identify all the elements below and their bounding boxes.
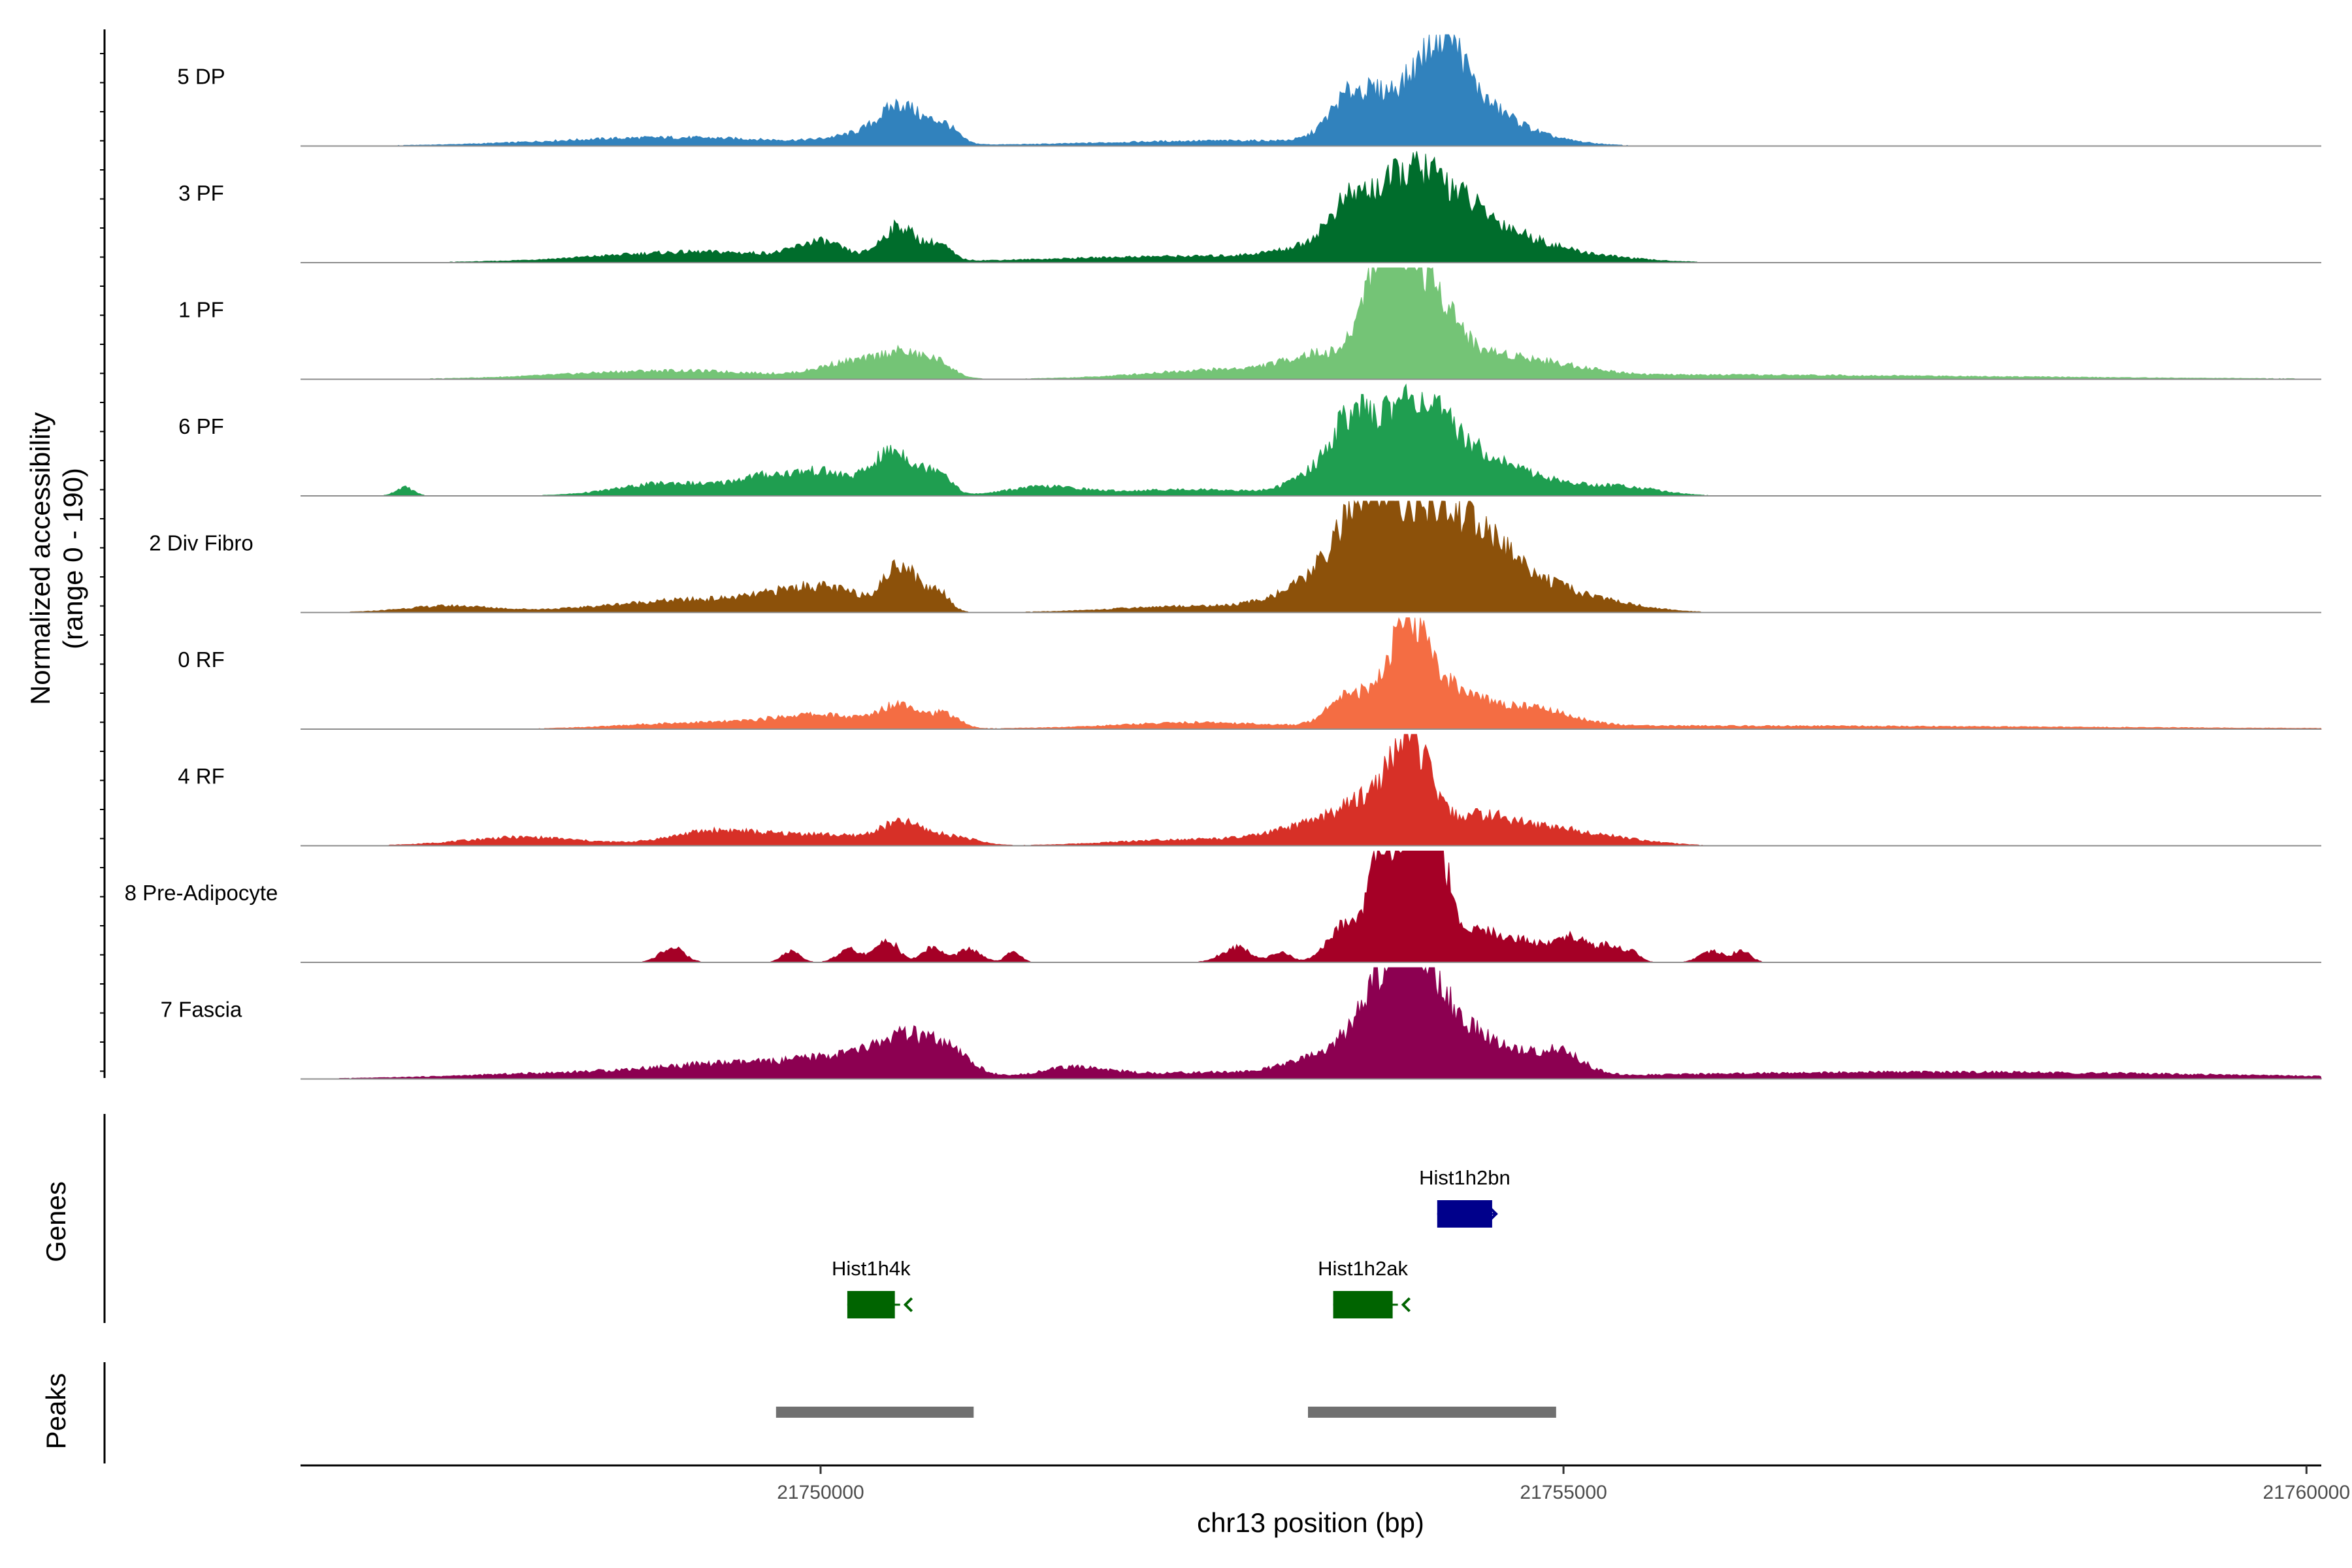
peaks-track-title: Peaks <box>41 1373 71 1450</box>
track-label: 8 Pre-Adipocyte <box>125 881 278 905</box>
coverage-area <box>301 617 2322 730</box>
track-label: 5 DP <box>177 65 225 89</box>
y-axis-title: Normalized accessibility (range 0 - 190) <box>25 412 88 705</box>
coverage-area <box>301 734 2321 847</box>
coverage-tracks: 5 DP 3 PF 1 PF 6 PF 2 Div Fibro 0 RF 4 RF 8 Pre… <box>125 34 2322 1080</box>
track-label: 1 PF <box>178 298 224 322</box>
track-4-rf: 4 RF <box>178 734 2321 847</box>
coverage-area <box>301 851 2321 963</box>
genes-track-label: Genes <box>41 1181 71 1262</box>
track-7-fascia: 7 Fascia <box>161 966 2322 1080</box>
track-3-pf: 3 PF <box>178 151 2321 263</box>
coverage-area <box>301 966 2322 1080</box>
gene-label: Hist1h2bn <box>1419 1166 1511 1189</box>
peak-region <box>1308 1407 1556 1418</box>
x-tick-label: 21755000 <box>1520 1482 1607 1503</box>
track-label: 2 Div Fibro <box>149 531 253 555</box>
genes-track: Hist1h2bn Hist1h4k Hist1h2ak <box>832 1166 1511 1318</box>
track-0-rf: 0 RF <box>178 617 2322 730</box>
y-axis-ticks <box>100 53 105 1072</box>
strand-arrow-icon <box>1488 1206 1498 1222</box>
gene-hist1h4k: Hist1h4k <box>832 1257 913 1318</box>
gene-label: Hist1h4k <box>832 1257 911 1280</box>
peak-region <box>776 1407 974 1418</box>
coverage-area <box>301 151 2321 263</box>
gene-hist1h2ak: Hist1h2ak <box>1318 1257 1411 1318</box>
coverage-area <box>301 500 2321 613</box>
coverage-area <box>301 34 2321 146</box>
x-tick-label: 21760000 <box>2263 1482 2350 1503</box>
peaks-track <box>776 1407 1556 1418</box>
track-5-dp: 5 DP <box>177 34 2321 147</box>
track-1-pf: 1 PF <box>178 267 2321 380</box>
gene-label: Hist1h2ak <box>1318 1257 1408 1280</box>
track-label: 3 PF <box>178 181 224 205</box>
y-axis-title-line2: (range 0 - 190) <box>57 468 88 649</box>
x-axis-ticks: 21750000 21755000 21760000 <box>777 1465 2350 1503</box>
peaks-track-label: Peaks <box>41 1373 71 1450</box>
genes-track-title: Genes <box>41 1181 71 1262</box>
y-axis-title-line1: Normalized accessibility <box>25 412 56 705</box>
x-axis-title: chr13 position (bp) <box>1197 1507 1424 1538</box>
track-label: 4 RF <box>178 764 225 789</box>
x-tick-label: 21750000 <box>777 1482 864 1503</box>
strand-arrow-icon <box>1401 1297 1411 1313</box>
track-2-div-fibro: 2 Div Fibro <box>149 500 2321 613</box>
track-label: 0 RF <box>178 647 225 672</box>
track-8-pre-adipocyte: 8 Pre-Adipocyte <box>125 851 2321 963</box>
track-label: 6 PF <box>178 414 224 438</box>
coverage-area <box>301 267 2321 380</box>
coverage-area <box>301 383 2321 497</box>
strand-arrow-icon <box>903 1297 913 1313</box>
gene-hist1h2bn: Hist1h2bn <box>1419 1166 1511 1228</box>
track-6-pf: 6 PF <box>178 383 2321 497</box>
track-label: 7 Fascia <box>161 998 242 1022</box>
